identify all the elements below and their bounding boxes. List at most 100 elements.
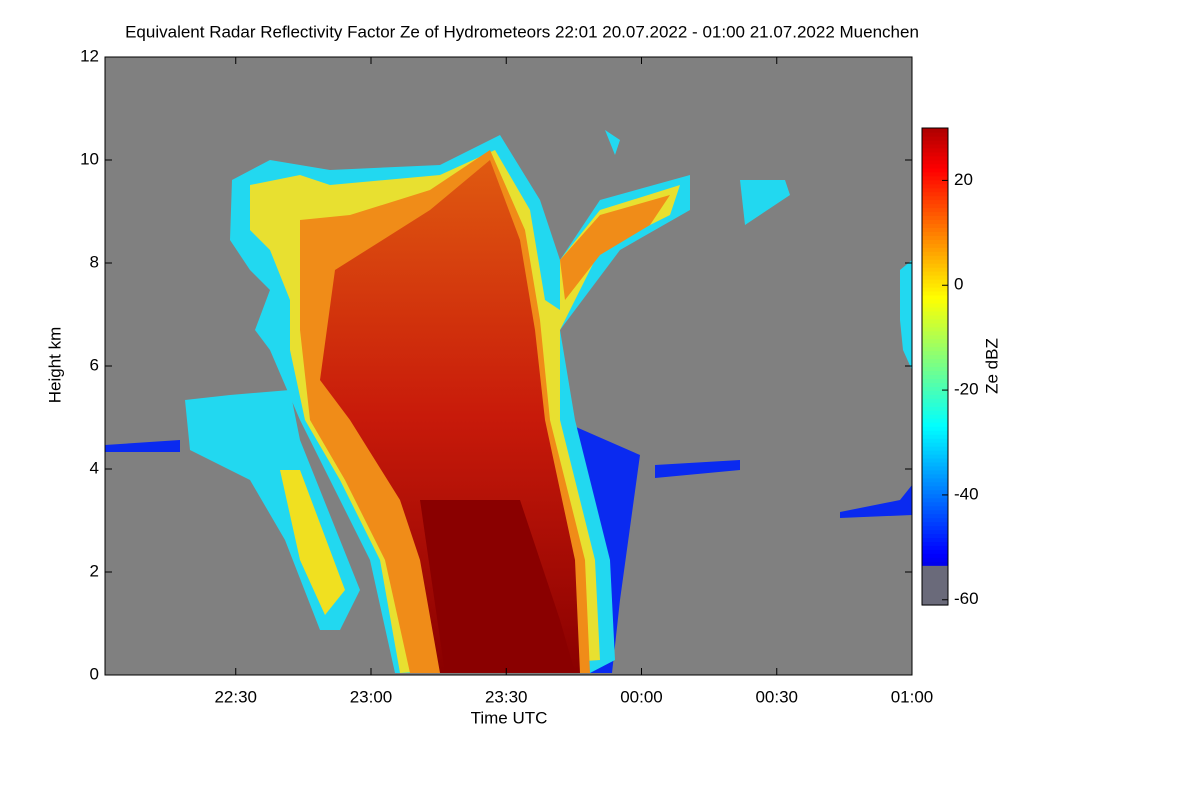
colorbar-cell: [922, 525, 948, 531]
colorbar-cell: [922, 549, 948, 554]
colorbar-cell: [922, 275, 948, 280]
colorbar-cell: [922, 469, 948, 475]
colorbar-cell: [922, 505, 948, 511]
colorbar-cell: [922, 597, 948, 602]
colorbar-cell: [922, 449, 948, 455]
colorbar-cell: [922, 406, 948, 411]
colorbar-cell: [922, 302, 948, 308]
colorbar-cell: [922, 211, 948, 217]
colorbar-cell: [922, 497, 948, 503]
echo: [105, 130, 912, 673]
colorbar-cell: [922, 493, 948, 499]
colorbar-cell: [922, 334, 948, 340]
colorbar-cell: [922, 147, 948, 153]
y-tick-label: 2: [90, 561, 99, 580]
colorbar-cell: [922, 179, 948, 185]
colorbar-cell: [922, 577, 948, 582]
colorbar-cell: [922, 175, 948, 181]
colorbar-cell: [922, 183, 948, 189]
colorbar-cell: [922, 235, 948, 240]
colorbar-cell: [922, 358, 948, 364]
y-tick-label: 6: [90, 355, 99, 374]
colorbar-cell: [922, 227, 948, 232]
y-axis-label: Height km: [45, 327, 64, 404]
colorbar-cell: [922, 477, 948, 483]
x-tick-label: 00:30: [755, 687, 798, 706]
colorbar-cell: [922, 187, 948, 193]
colorbar-cell: [922, 191, 948, 197]
colorbar-cell: [922, 434, 948, 439]
x-axis-label: Time UTC: [471, 708, 548, 727]
colorbar-frame: [921, 127, 949, 606]
colorbar-cell: [922, 342, 948, 348]
colorbar-cell: [922, 509, 948, 515]
colorbar-cell: [922, 398, 948, 403]
colorbar-label: Ze dBZ: [982, 338, 1001, 394]
y-tick-label: 4: [90, 458, 99, 477]
colorbar-cell: [922, 485, 948, 491]
colorbar-cell: [922, 215, 948, 221]
colorbar-cell: [922, 322, 948, 328]
colorbar-cell: [922, 287, 948, 292]
colorbar-cell: [922, 298, 948, 304]
colorbar-cell: [922, 453, 948, 459]
colorbar-cell: [922, 386, 948, 391]
colorbar-cell: [922, 581, 948, 586]
colorbar-cell: [922, 259, 948, 264]
colorbar-cell: [922, 354, 948, 360]
colorbar-cell: [922, 294, 948, 300]
colorbar-cell: [922, 163, 948, 169]
colorbar-cell: [922, 310, 948, 316]
colorbar-cell: [922, 585, 948, 590]
colorbar-cell: [922, 362, 948, 368]
colorbar-cell: [922, 465, 948, 471]
colorbar-cell: [922, 239, 948, 244]
colorbar-cell: [922, 155, 948, 161]
colorbar-cell: [922, 513, 948, 519]
colorbar-cell: [922, 290, 948, 296]
colorbar-cell: [922, 131, 948, 137]
chart-title: Equivalent Radar Reflectivity Factor Ze …: [125, 22, 919, 41]
colorbar-cell: [922, 438, 948, 443]
colorbar-cell: [922, 414, 948, 419]
colorbar-cell: [922, 171, 948, 177]
colorbar-cell: [922, 143, 948, 149]
colorbar-cell: [922, 545, 948, 550]
colorbar-cell: [922, 306, 948, 312]
colorbar-cell: [922, 410, 948, 415]
colorbar-cell: [922, 243, 948, 248]
colorbar-cell: [922, 374, 948, 380]
colorbar-cell: [922, 330, 948, 336]
colorbar-cell: [922, 350, 948, 356]
colorbar-cell: [922, 223, 948, 228]
colorbar-cell: [922, 247, 948, 252]
colorbar-cell: [922, 402, 948, 407]
colorbar-cell: [922, 521, 948, 527]
colorbar-cell: [922, 326, 948, 332]
colorbar-cell: [922, 553, 948, 558]
colorbar-cell: [922, 195, 948, 201]
colorbar-cell: [922, 167, 948, 173]
y-tick-label: 8: [90, 252, 99, 271]
y-tick-label: 0: [90, 664, 99, 683]
colorbar-cell: [922, 457, 948, 463]
y-tick-label: 10: [80, 149, 99, 168]
colorbar-cell: [922, 382, 948, 387]
colorbar-cell: [922, 203, 948, 209]
colorbar-cell: [922, 394, 948, 399]
colorbar-cell: [922, 422, 948, 427]
colorbar-cell: [922, 537, 948, 542]
colorbar-cell: [922, 139, 948, 145]
colorbar-cell: [922, 135, 948, 141]
y-tick-label: 12: [80, 46, 99, 65]
colorbar-tick-label: 0: [954, 275, 963, 294]
colorbar-cell: [922, 231, 948, 236]
colorbar-cell: [922, 370, 948, 376]
colorbar: [922, 128, 948, 606]
colorbar-cell: [922, 219, 948, 224]
colorbar-cell: [922, 569, 948, 574]
colorbar-cell: [922, 461, 948, 467]
colorbar-cell: [922, 318, 948, 324]
colorbar-cell: [922, 517, 948, 523]
